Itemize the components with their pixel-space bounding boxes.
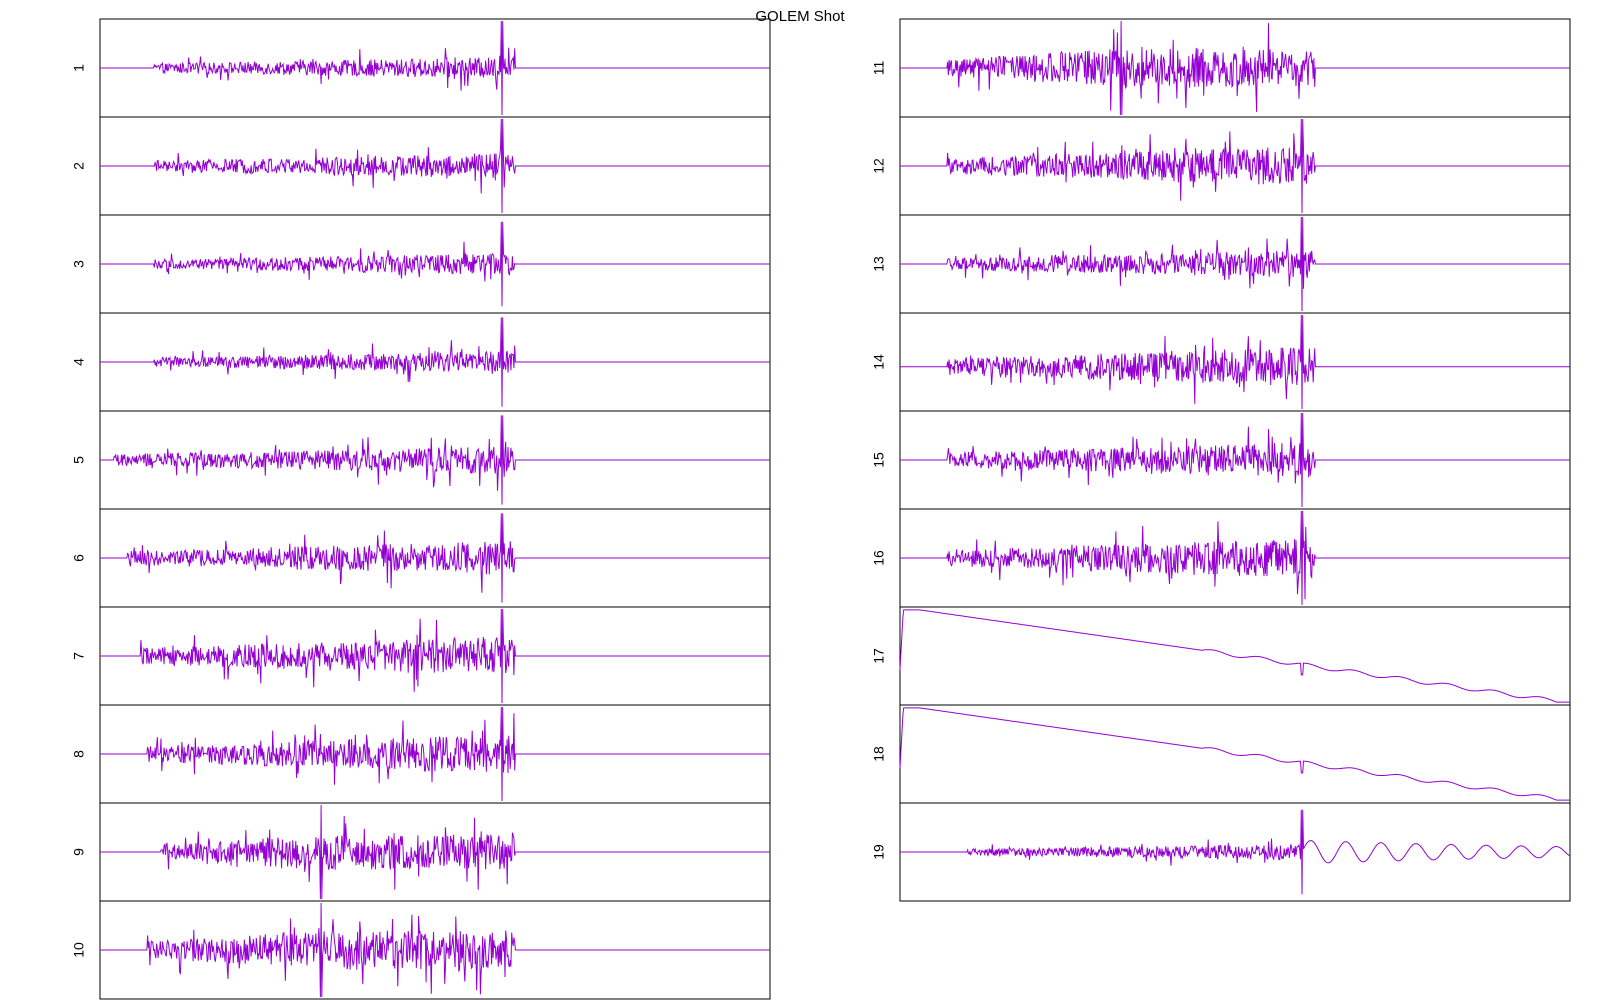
channel-label-3: 3 [71, 260, 87, 268]
channel-5: 5 [71, 410, 771, 510]
channel-label-15: 15 [871, 452, 887, 468]
trace-3 [100, 221, 770, 307]
channel-label-9: 9 [71, 848, 87, 856]
channel-label-8: 8 [71, 750, 87, 758]
channel-1: 1 [71, 18, 771, 118]
channel-2: 2 [71, 116, 771, 216]
channel-12: 12 [871, 116, 1571, 216]
trace-18 [899, 707, 1570, 801]
trace-6 [100, 513, 770, 603]
channel-label-1: 1 [71, 64, 87, 72]
channel-10: 10 [71, 900, 771, 1000]
channel-label-14: 14 [871, 354, 887, 370]
trace-5 [100, 415, 770, 505]
channel-label-5: 5 [71, 456, 87, 464]
trace-16 [900, 510, 1570, 606]
channel-19: 19 [871, 802, 1571, 902]
channel-label-4: 4 [71, 358, 87, 366]
trace-4 [100, 317, 770, 407]
channel-7: 7 [71, 606, 771, 706]
channel-label-17: 17 [871, 648, 887, 664]
channel-8: 8 [71, 704, 771, 804]
channel-6: 6 [71, 508, 771, 608]
channel-label-12: 12 [871, 158, 887, 174]
channel-label-6: 6 [71, 554, 87, 562]
channel-label-18: 18 [871, 746, 887, 762]
channel-16: 16 [871, 508, 1571, 608]
trace-15 [900, 412, 1570, 508]
channel-13: 13 [871, 214, 1571, 314]
trace-8 [100, 706, 770, 802]
trace-19 [900, 809, 1571, 895]
trace-13 [900, 216, 1570, 312]
trace-9 [100, 804, 770, 900]
channel-3: 3 [71, 214, 771, 314]
channel-label-10: 10 [71, 942, 87, 958]
channel-4: 4 [71, 312, 771, 412]
trace-7 [100, 608, 770, 704]
chart-title: GOLEM Shot [755, 8, 845, 25]
channel-9: 9 [71, 802, 771, 902]
channel-17: 17 [871, 606, 1571, 706]
channel-14: 14 [871, 312, 1571, 412]
channel-label-2: 2 [71, 162, 87, 170]
trace-12 [900, 118, 1570, 214]
channel-label-16: 16 [871, 550, 887, 566]
channel-18: 18 [871, 704, 1571, 804]
channel-label-19: 19 [871, 844, 887, 860]
trace-10 [100, 902, 770, 998]
channel-label-11: 11 [871, 61, 887, 76]
channel-11: 11 [871, 18, 1571, 118]
channel-label-13: 13 [871, 256, 887, 272]
trace-11 [900, 20, 1570, 116]
trace-1 [100, 20, 770, 116]
trace-17 [899, 609, 1570, 703]
trace-14 [900, 314, 1570, 410]
channel-label-7: 7 [71, 652, 87, 660]
trace-2 [100, 118, 770, 214]
channel-15: 15 [871, 410, 1571, 510]
